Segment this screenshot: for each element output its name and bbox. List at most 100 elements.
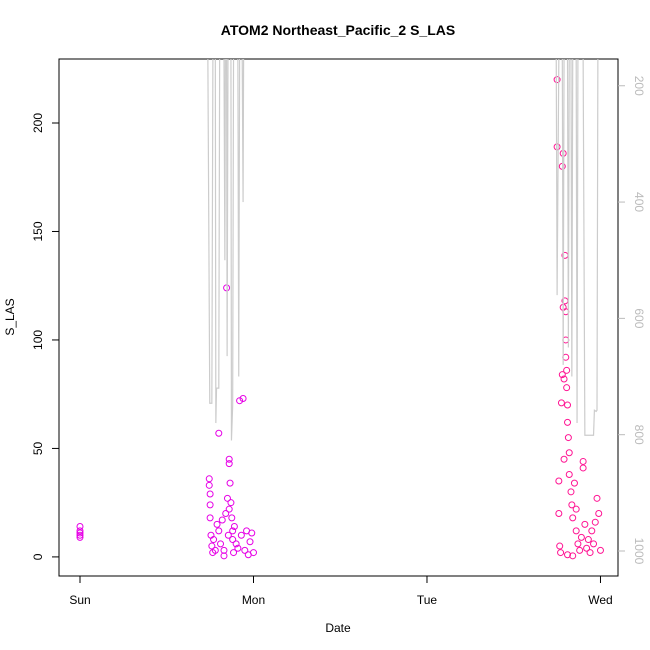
point	[567, 488, 575, 496]
point	[560, 375, 568, 383]
y-tick-label: 150	[31, 221, 45, 241]
point	[596, 546, 604, 554]
point	[225, 455, 233, 463]
plot-frame	[58, 58, 619, 577]
y2-tick-label: 600	[632, 308, 646, 328]
point	[210, 536, 218, 544]
point	[213, 520, 221, 528]
point	[222, 510, 230, 518]
point	[224, 531, 232, 539]
point	[570, 479, 578, 487]
point	[588, 527, 596, 535]
plot-area	[76, 59, 604, 560]
point	[218, 516, 226, 524]
point	[205, 481, 213, 489]
y-tick-label: 100	[31, 330, 45, 350]
point	[593, 494, 601, 502]
point	[564, 401, 572, 409]
point	[572, 527, 580, 535]
point	[226, 479, 234, 487]
point	[565, 449, 573, 457]
point	[556, 542, 564, 550]
point	[558, 371, 566, 379]
point	[228, 514, 236, 522]
point	[557, 549, 565, 557]
point	[584, 536, 592, 544]
point	[555, 477, 563, 485]
point	[574, 540, 582, 548]
point	[583, 544, 591, 552]
x-tick-label: Sun	[69, 593, 90, 607]
point	[576, 546, 584, 554]
point	[208, 542, 216, 550]
point	[215, 527, 223, 535]
x-tick-label: Wed	[588, 593, 612, 607]
point	[568, 501, 576, 509]
point	[563, 366, 571, 374]
point	[553, 76, 561, 84]
point	[76, 529, 84, 537]
point	[236, 397, 244, 405]
x-tick-label: Tue	[417, 593, 438, 607]
point	[232, 540, 240, 548]
point	[225, 460, 233, 468]
point	[206, 501, 214, 509]
point	[572, 505, 580, 513]
point	[234, 544, 242, 552]
point	[579, 457, 587, 465]
point	[579, 464, 587, 472]
point	[225, 505, 233, 513]
point	[591, 518, 599, 526]
point	[577, 533, 585, 541]
point	[590, 540, 598, 548]
point	[76, 523, 84, 531]
point	[557, 399, 565, 407]
point	[215, 429, 223, 437]
point	[223, 494, 231, 502]
point	[569, 552, 577, 560]
point	[230, 523, 238, 531]
x-tick-label: Mon	[242, 593, 265, 607]
point	[246, 538, 254, 546]
x-axis-label: Date	[325, 621, 351, 635]
point	[76, 531, 84, 539]
point	[206, 490, 214, 498]
point	[564, 551, 572, 559]
point	[217, 540, 225, 548]
point	[555, 510, 563, 518]
point	[248, 529, 256, 537]
y-tick-label: 0	[31, 553, 45, 560]
point	[230, 549, 238, 557]
point	[220, 546, 228, 554]
y-tick-label: 50	[31, 441, 45, 455]
point	[220, 552, 228, 560]
y2-tick-label: 1000	[632, 538, 646, 565]
point	[211, 546, 219, 554]
point	[229, 536, 237, 544]
y2-tick-label: 800	[632, 425, 646, 445]
point	[249, 549, 257, 557]
point	[205, 475, 213, 483]
point	[595, 510, 603, 518]
point	[560, 455, 568, 463]
point	[227, 499, 235, 507]
y-tick-label: 200	[31, 113, 45, 133]
point	[586, 549, 594, 557]
y-axis-label: S_LAS	[3, 298, 17, 335]
point	[581, 520, 589, 528]
y2-tick-label: 400	[632, 192, 646, 212]
point	[76, 533, 84, 541]
point	[76, 527, 84, 535]
point	[564, 434, 572, 442]
point	[241, 546, 249, 554]
depth-line	[207, 59, 599, 441]
point	[239, 395, 247, 403]
point	[565, 470, 573, 478]
point	[569, 514, 577, 522]
chart-title: ATOM2 Northeast_Pacific_2 S_LAS	[221, 22, 455, 38]
point	[229, 527, 237, 535]
point	[237, 531, 245, 539]
point	[564, 418, 572, 426]
point	[563, 384, 571, 392]
